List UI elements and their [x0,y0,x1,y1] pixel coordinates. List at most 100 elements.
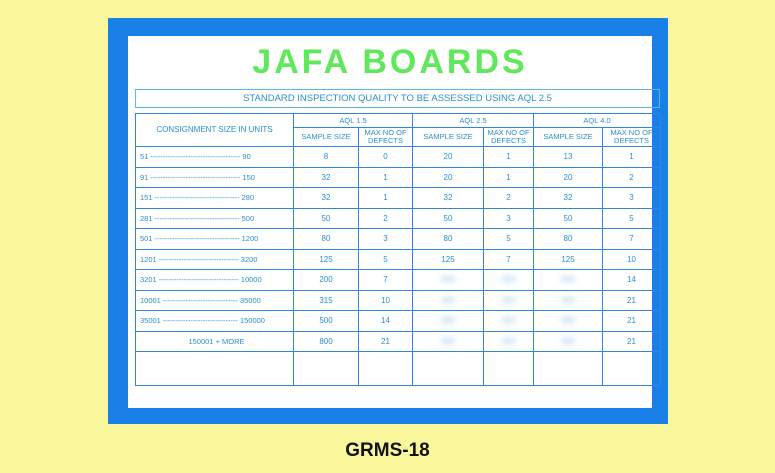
table-cell: 3 [358,228,413,250]
table-cell: 000 [412,310,484,332]
consignment-range: 35001 ------------------------------ 150… [135,310,294,332]
consignment-range: 1201 -------------------------------- 32… [135,248,294,270]
header-max-defects: MAX NO OF DEFECTS [358,127,413,147]
table-cell: 2 [602,166,661,188]
blurred-value: 000 [501,336,516,346]
table-cell: 0 [358,146,413,168]
consignment-range: 281 ---------------------------------- 5… [135,207,294,229]
blurred-value: 000 [501,316,516,326]
table-cell: 3 [602,187,661,209]
header-sample-size: SAMPLE SIZE [412,127,484,147]
table-cell: 14 [602,269,661,291]
header-max-defects: MAX NO OF DEFECTS [602,127,661,147]
table-cell: 32 [293,187,359,209]
blurred-value: 000 [501,295,516,305]
table-cell: 000 [483,289,534,311]
table-cell: 800 [293,330,359,352]
consignment-range: 501 ---------------------------------- 1… [135,228,294,250]
blurred-value: 000 [441,316,455,326]
table-row: 151 ---------------------------------- 2… [135,187,661,209]
table-cell: 21 [358,330,413,352]
blurred-value: 000 [561,316,575,326]
table-cell: 80 [412,228,484,250]
table-cell: 32 [293,166,359,188]
table-cell: 000 [533,310,603,332]
table-cell: 21 [602,330,661,352]
table-row: 1201 -------------------------------- 32… [135,248,661,270]
header-sample-size: SAMPLE SIZE [293,127,359,147]
table-row: 501 ---------------------------------- 1… [135,228,661,250]
header-max-defects: MAX NO OF DEFECTS [483,127,534,147]
blurred-value: 000 [561,295,575,305]
table-cell: 1 [358,187,413,209]
blurred-value: 000 [441,336,455,346]
table-cell: 5 [602,207,661,229]
table-cell: 7 [483,248,534,270]
table-cell: 1 [602,146,661,168]
header-aql-4-0: AQL 4.0 [533,113,661,128]
table-cell: 315 [293,289,359,311]
table-cell: 1 [358,166,413,188]
table-cell: 125 [533,248,603,270]
header-sample-size: SAMPLE SIZE [533,127,603,147]
table-cell: 125 [412,248,484,270]
table-cell: 50 [412,207,484,229]
table-cell: 20 [412,166,484,188]
header-consignment: CONSIGNMENT SIZE IN UNITS [135,113,294,147]
board-panel: JAFA BOARDS STANDARD INSPECTION QUALITY … [128,36,661,408]
table-cell: 125 [293,248,359,270]
table-cell: 5 [483,228,534,250]
table-cell: 32 [533,187,603,209]
table-cell: 3 [483,207,534,229]
watermark: JAFA BOARDS [252,43,528,81]
inspection-board: JAFA BOARDS STANDARD INSPECTION QUALITY … [108,18,668,424]
table-cell: 80 [293,228,359,250]
table-row: 51 ------------------------------------ … [135,146,661,168]
consignment-range: 3201 -------------------------------- 10… [135,269,294,291]
table-cell: 500 [293,310,359,332]
table-cell: 1 [483,166,534,188]
blurred-value: 000 [561,336,575,346]
blurred-value: 000 [441,275,455,285]
product-code: GRMS-18 [345,440,430,461]
blank-row [135,351,661,386]
blurred-value: 000 [441,295,455,305]
table-cell: 7 [358,269,413,291]
table-cell: 000 [483,269,534,291]
table-cell: 000 [412,269,484,291]
consignment-range: 150001 + MORE [135,330,294,352]
table-cell: 000 [483,310,534,332]
consignment-range: 10001 ------------------------------ 350… [135,289,294,311]
header-aql-2-5: AQL 2.5 [412,113,534,128]
table-cell: 21 [602,310,661,332]
table-cell: 10 [358,289,413,311]
table-cell: 5 [358,248,413,270]
table-cell: 1 [483,146,534,168]
aql-table: CONSIGNMENT SIZE IN UNITS AQL 1.5 AQL 2.… [135,113,661,386]
table-cell: 8 [293,146,359,168]
table-cell: 000 [533,330,603,352]
table-cell: 000 [412,289,484,311]
table-cell: 10 [602,248,661,270]
table-cell: 21 [602,289,661,311]
table-cell: 50 [533,207,603,229]
table-cell: 000 [533,289,603,311]
table-row: 3201 -------------------------------- 10… [135,269,661,291]
table-cell: 32 [412,187,484,209]
consignment-range: 151 ---------------------------------- 2… [135,187,294,209]
table-cell: 2 [483,187,534,209]
table-cell: 000 [483,330,534,352]
table-cell: 20 [533,166,603,188]
table-cell: 13 [533,146,603,168]
consignment-range: 91 ------------------------------------ … [135,166,294,188]
table-cell: 200 [293,269,359,291]
board-title: STANDARD INSPECTION QUALITY TO BE ASSESS… [135,89,660,108]
table-cell: 50 [293,207,359,229]
table-row: 91 ------------------------------------ … [135,166,661,188]
table-cell: 000 [412,330,484,352]
table-cell: 14 [358,310,413,332]
table-row: 10001 ------------------------------ 350… [135,289,661,311]
table-row: 150001 + MORE 800 21 000 000 000 21 [135,330,661,352]
table-cell: 000 [533,269,603,291]
table-row: 35001 ------------------------------ 150… [135,310,661,332]
